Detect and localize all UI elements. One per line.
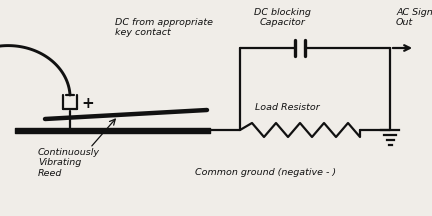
Text: Common ground (negative - ): Common ground (negative - ) <box>195 168 336 177</box>
Text: Load Resistor: Load Resistor <box>255 103 320 112</box>
Text: DC from appropriate
key contact: DC from appropriate key contact <box>115 18 213 37</box>
Text: Continuously
Vibrating
Reed: Continuously Vibrating Reed <box>38 148 100 178</box>
Text: DC blocking
Capacitor: DC blocking Capacitor <box>254 8 311 27</box>
Text: +: + <box>81 95 94 111</box>
Text: AC Signal
Out: AC Signal Out <box>396 8 432 27</box>
